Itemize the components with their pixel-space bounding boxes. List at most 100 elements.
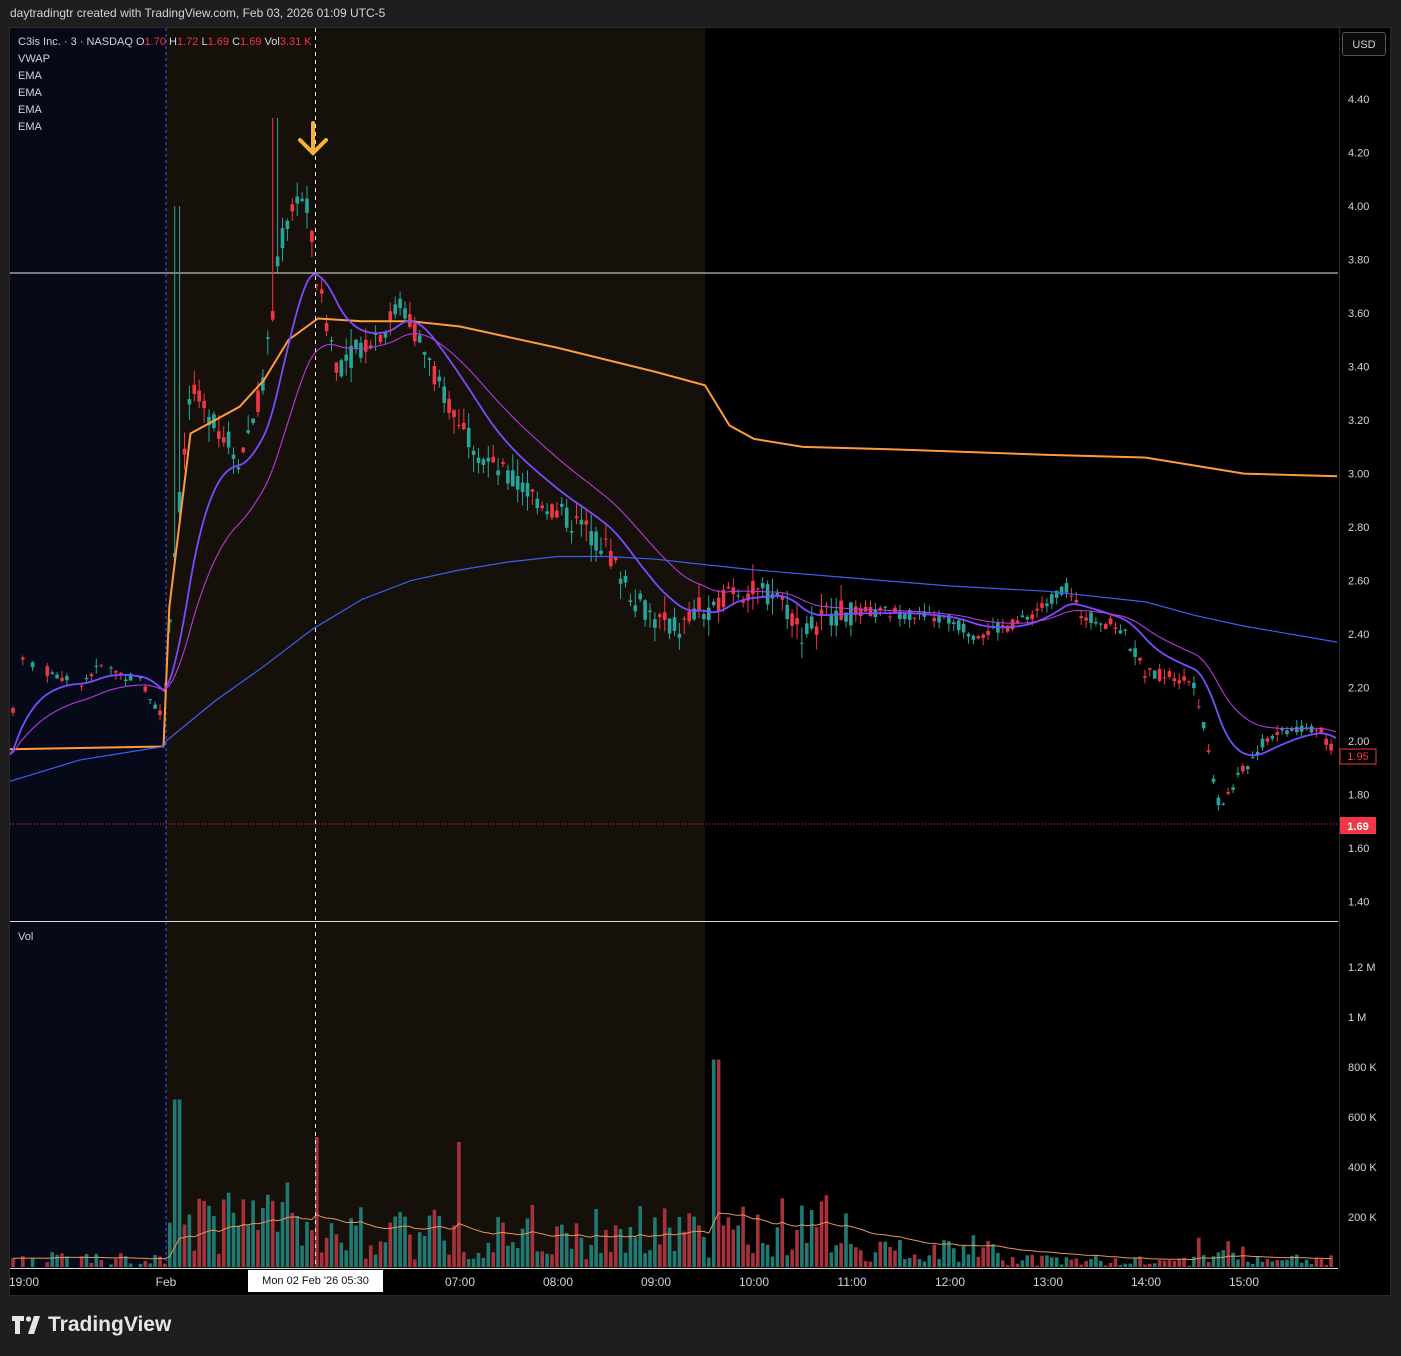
candle-up [809, 616, 814, 629]
indicator-ema-1[interactable]: EMA [18, 70, 42, 82]
candle-down [1143, 676, 1147, 678]
volume-bar [21, 1256, 25, 1267]
volume-tick-label: 1 M [1348, 1012, 1366, 1024]
candle-up [471, 450, 476, 456]
volume-bar [1054, 1257, 1059, 1267]
volume-tick-label: 800 K [1348, 1062, 1377, 1074]
candle-up [246, 430, 250, 433]
volume-bar [1260, 1261, 1265, 1267]
volume-bar [339, 1242, 344, 1267]
candle-up [207, 417, 211, 426]
currency-button[interactable]: USD [1342, 32, 1386, 56]
volume-bar [535, 1251, 540, 1267]
candle-up [187, 399, 192, 405]
volume-bar [1280, 1260, 1284, 1267]
last-price-badge-text: 1.69 [1347, 821, 1368, 833]
volume-bar [564, 1232, 569, 1267]
volume-bar [751, 1253, 755, 1267]
candle-up [1246, 766, 1250, 770]
symbol-title[interactable]: C3is Inc. · 3 · NASDAQ [18, 36, 133, 48]
candle-up [30, 662, 35, 668]
price-tick-label: 2.40 [1348, 629, 1369, 641]
volume-bar [613, 1225, 618, 1267]
candle-down [447, 398, 451, 413]
volume-bar [452, 1225, 456, 1267]
candle-down [540, 505, 544, 509]
candle-down [1030, 614, 1034, 620]
tradingview-logo[interactable]: TradingView [12, 1313, 171, 1337]
candle-up [153, 704, 157, 709]
volume-bar [373, 1254, 378, 1267]
volume-bar [481, 1257, 486, 1267]
price-tick-label: 4.40 [1348, 94, 1369, 106]
volume-bar [809, 1210, 814, 1267]
candle-up [1123, 629, 1128, 631]
candle-up [903, 613, 907, 620]
candle-up [800, 642, 804, 644]
candle-up [623, 575, 628, 583]
volume-bar [65, 1256, 69, 1267]
volume-bar [403, 1216, 407, 1267]
volume-bar [849, 1244, 853, 1267]
volume-bar [780, 1198, 785, 1267]
candle-down [662, 612, 667, 621]
volume-bar [99, 1260, 103, 1267]
chart-legend: C3is Inc. · 3 · NASDAQ O1.70 H1.72 L1.69… [18, 34, 312, 136]
close-value: 1.69 [240, 36, 262, 48]
candle-up [1152, 670, 1157, 679]
volume-bar [721, 1225, 726, 1267]
candle-down [182, 448, 187, 455]
volume-bar [1270, 1261, 1275, 1267]
volume-bar [295, 1215, 299, 1267]
volume-bar [839, 1243, 843, 1267]
volume-bar [1118, 1265, 1123, 1267]
candle-up [765, 584, 770, 605]
volume-bar [217, 1253, 221, 1267]
overnight-session-shade [10, 28, 166, 1268]
volume-bar [1265, 1259, 1270, 1267]
indicator-ema-2[interactable]: EMA [18, 87, 42, 99]
volume-bar [256, 1229, 260, 1267]
indicator-ema-3[interactable]: EMA [18, 104, 42, 116]
candle-up [226, 431, 231, 448]
candle-down [60, 677, 64, 681]
candle-up [535, 498, 540, 509]
candle-up [667, 618, 672, 634]
volume-bar [398, 1211, 402, 1267]
volume-bar [84, 1254, 89, 1267]
candle-down [334, 362, 339, 373]
volume-bar [814, 1227, 819, 1267]
open-value: 1.70 [144, 36, 166, 48]
candle-up [599, 550, 603, 554]
candle-up [1280, 728, 1284, 731]
volume-bar [746, 1244, 750, 1267]
volume-bar [1241, 1246, 1245, 1267]
candle-up [1260, 738, 1265, 748]
indicator-ema-4[interactable]: EMA [18, 121, 42, 133]
volume-tick-label: 600 K [1348, 1112, 1377, 1124]
candle-up [231, 454, 236, 459]
volume-bar [966, 1254, 971, 1267]
candle-up [702, 614, 706, 619]
volume-bar [275, 1231, 280, 1267]
price-tick-label: 2.20 [1348, 683, 1369, 695]
high-label: H [169, 36, 177, 48]
candle-up [1231, 787, 1235, 790]
price-tick-label: 3.00 [1348, 469, 1369, 481]
volume-bar [927, 1255, 932, 1267]
price-tick-label: 1.40 [1348, 897, 1369, 909]
volume-bar [907, 1257, 912, 1267]
candle-down [1329, 743, 1333, 751]
volume-bar [805, 1242, 809, 1267]
indicator-vwap[interactable]: VWAP [18, 53, 50, 65]
candle-down [45, 666, 50, 676]
volume-bar [334, 1234, 339, 1267]
candle-up [1285, 730, 1289, 735]
last-price-badge [1340, 817, 1376, 834]
candle-up [1118, 630, 1123, 634]
volume-bar [1059, 1264, 1064, 1267]
volume-bar [1079, 1264, 1083, 1267]
candle-down [192, 384, 197, 394]
candle-up [1221, 803, 1226, 805]
